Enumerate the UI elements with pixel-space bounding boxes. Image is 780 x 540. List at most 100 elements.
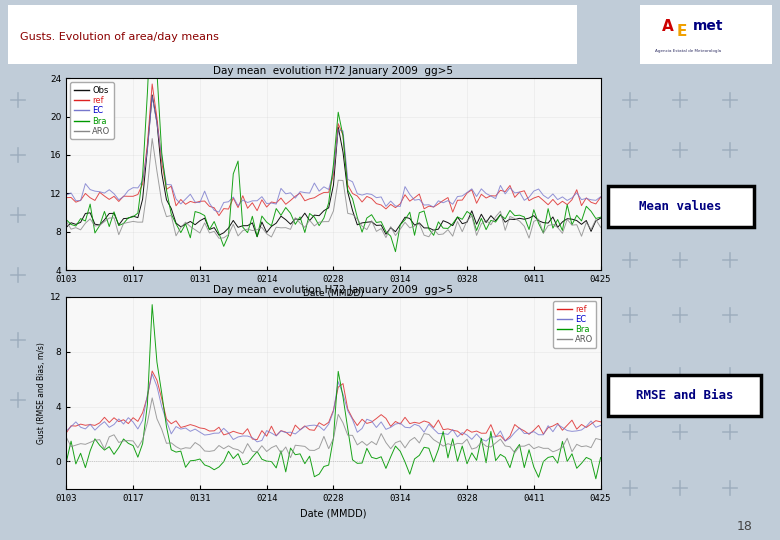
- Bra: [76, 215, 85, 222]
- Y-axis label: Gust (RMSE and Bias, m/s): Gust (RMSE and Bias, m/s): [37, 342, 46, 444]
- ARO: [285, 455, 295, 461]
- ref: [472, 200, 481, 206]
- Text: Gusts. Evolution of area/day means: Gusts. Evolution of area/day means: [20, 32, 218, 42]
- ref: [596, 418, 605, 425]
- ARO: [515, 218, 524, 224]
- Bra: [562, 458, 572, 465]
- ARO: [80, 220, 90, 226]
- Line: Obs: Obs: [66, 95, 601, 237]
- ARO: [80, 441, 90, 448]
- Bra: [238, 224, 247, 231]
- Line: EC: EC: [66, 374, 601, 442]
- ref: [80, 190, 90, 197]
- EC: [62, 192, 71, 198]
- Line: ARO: ARO: [66, 398, 601, 458]
- EC: [253, 438, 262, 445]
- Bra: [62, 459, 71, 465]
- ARO: [515, 443, 524, 449]
- EC: [76, 198, 85, 204]
- FancyBboxPatch shape: [608, 186, 753, 227]
- ARO: [596, 224, 605, 231]
- ref: [467, 429, 477, 435]
- ref: [215, 212, 224, 219]
- ARO: [147, 136, 157, 142]
- Line: ref: ref: [66, 371, 601, 441]
- EC: [243, 199, 252, 206]
- EC: [472, 431, 481, 437]
- EC: [147, 371, 157, 377]
- EC: [80, 180, 90, 187]
- Line: EC: EC: [66, 96, 601, 212]
- Bra: [147, 301, 157, 308]
- Bra: [596, 454, 605, 461]
- ARO: [238, 450, 247, 457]
- Bar: [640, 5, 772, 64]
- ARO: [147, 395, 157, 401]
- Obs: [596, 215, 605, 221]
- Legend: Obs, ref, EC, Bra, ARO: Obs, ref, EC, Bra, ARO: [70, 83, 114, 139]
- ref: [515, 425, 524, 431]
- ARO: [76, 441, 85, 447]
- Text: 18: 18: [737, 520, 753, 533]
- ref: [567, 197, 576, 203]
- Bra: [238, 462, 247, 468]
- Text: Agencia Estatal de Meteorología: Agencia Estatal de Meteorología: [655, 49, 722, 52]
- Line: Bra: Bra: [66, 0, 601, 252]
- Bra: [510, 448, 519, 454]
- ref: [238, 431, 247, 437]
- EC: [80, 426, 90, 432]
- EC: [215, 209, 224, 215]
- ref: [62, 194, 71, 201]
- ref: [567, 417, 576, 423]
- Text: Mean values: Mean values: [640, 200, 722, 213]
- ARO: [215, 235, 224, 241]
- Obs: [76, 219, 85, 226]
- ARO: [62, 218, 71, 225]
- Bra: [567, 221, 576, 228]
- Text: A: A: [661, 19, 673, 34]
- ref: [76, 197, 85, 204]
- ARO: [472, 444, 481, 451]
- Bra: [80, 464, 90, 471]
- ARO: [567, 449, 576, 455]
- EC: [238, 433, 247, 439]
- EC: [596, 193, 605, 200]
- X-axis label: Date (MMDD): Date (MMDD): [300, 508, 367, 518]
- Obs: [515, 215, 524, 221]
- Line: ARO: ARO: [66, 139, 601, 238]
- X-axis label: Date (MMDD): Date (MMDD): [303, 289, 363, 299]
- Bra: [62, 217, 71, 223]
- Line: ref: ref: [66, 84, 601, 215]
- Obs: [147, 92, 157, 98]
- Text: met: met: [693, 19, 723, 33]
- EC: [515, 189, 524, 195]
- ref: [501, 437, 510, 444]
- ARO: [243, 226, 252, 232]
- EC: [567, 428, 576, 435]
- ARO: [596, 436, 605, 443]
- Bar: [8, 5, 577, 64]
- Bra: [515, 212, 524, 218]
- Bra: [591, 476, 601, 482]
- Title: Day mean  evolution H72 January 2009  gg>5: Day mean evolution H72 January 2009 gg>5: [214, 66, 453, 76]
- ref: [243, 205, 252, 212]
- Obs: [238, 222, 247, 229]
- ref: [147, 81, 157, 87]
- EC: [596, 422, 605, 429]
- ref: [76, 421, 85, 427]
- EC: [567, 194, 576, 201]
- ref: [62, 430, 71, 436]
- Bra: [596, 214, 605, 220]
- Bra: [76, 450, 85, 456]
- Obs: [80, 210, 90, 217]
- Bra: [472, 227, 481, 234]
- Obs: [472, 221, 481, 227]
- Bra: [467, 450, 477, 456]
- Obs: [253, 233, 262, 240]
- Bra: [391, 248, 400, 255]
- Bra: [80, 218, 90, 224]
- ref: [147, 368, 157, 374]
- Text: E: E: [677, 24, 687, 39]
- ARO: [62, 434, 71, 441]
- ref: [80, 422, 90, 429]
